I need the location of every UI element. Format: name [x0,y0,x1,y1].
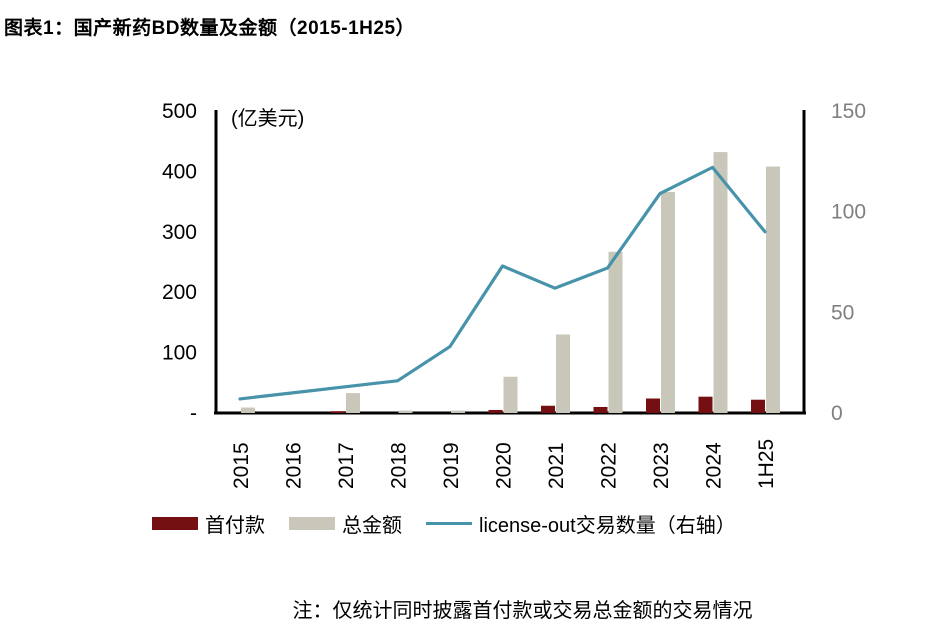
x-axis-tick: 1H25 [755,439,778,489]
left-axis-tick: 400 [162,160,197,183]
right-axis-tick: 150 [831,100,866,123]
downpayment-bar [331,411,345,413]
total-amount-bar [346,393,360,413]
total-swatch-icon [289,517,335,530]
x-axis-tick: 2016 [283,442,306,489]
downpayment-bar [646,398,660,413]
x-axis-tick: 2022 [598,442,621,489]
left-axis-tick: - [190,402,197,425]
legend: 首付款 总金额 license-out交易数量（右轴） [152,509,736,538]
axis-unit-label: (亿美元) [231,107,304,130]
downpayment-swatch-icon [152,517,198,530]
legend-item-licenseout: license-out交易数量（右轴） [426,509,736,538]
footnote: 注：仅统计同时披露首付款或交易总金额的交易情况 [292,600,753,622]
total-amount-bar [713,152,728,413]
total-amount-bar [451,410,465,413]
downpayment-bar [488,409,503,413]
legend-item-total: 总金额 [289,509,402,538]
x-axis-tick: 2017 [335,442,358,489]
x-axis-tick: 2023 [650,442,673,489]
x-axis-tick: 2024 [703,442,726,489]
right-axis-tick: 0 [831,402,843,425]
legend-label-licenseout: license-out交易数量（右轴） [479,515,736,537]
total-amount-bar [503,376,518,413]
left-axis-tick: 100 [162,342,197,365]
chart-title: 图表1：国产新药BD数量及金额（2015-1H25） [4,18,416,39]
legend-label-downpayment: 首付款 [205,515,265,537]
right-axis-tick: 50 [831,301,854,324]
total-amount-bar [241,407,255,413]
downpayment-bar [751,399,765,413]
left-axis-tick: 200 [162,281,197,304]
x-axis-tick: 2015 [230,442,253,489]
total-amount-bar [556,334,570,413]
downpayment-bar [541,405,555,413]
x-axis-tick: 2021 [545,442,568,489]
x-axis-tick: 2018 [388,442,411,489]
total-amount-bar [398,410,413,413]
left-axis-tick: 300 [162,221,197,244]
legend-label-total: 总金额 [342,515,402,537]
left-axis-tick: 500 [162,100,197,123]
licenseout-line-swatch-icon [426,522,472,525]
legend-item-downpayment: 首付款 [152,509,265,538]
total-amount-bar [661,191,675,413]
right-axis-tick: 100 [831,201,866,224]
licenseout-count-line [238,165,767,401]
x-axis-tick: 2020 [493,442,516,489]
downpayment-bar [698,396,713,413]
total-amount-bar [766,166,780,413]
downpayment-bar [593,406,608,413]
total-amount-bar [608,251,623,413]
x-axis-tick: 2019 [440,442,463,489]
